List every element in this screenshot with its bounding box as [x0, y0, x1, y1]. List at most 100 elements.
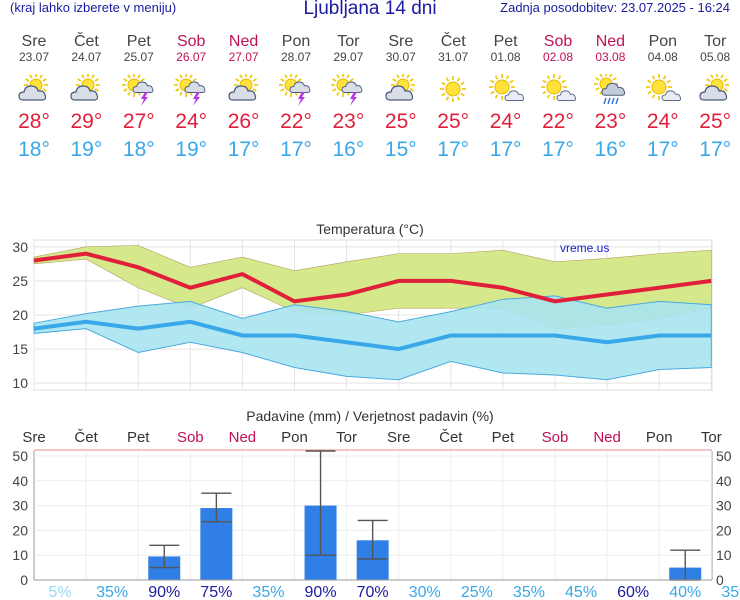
- day-date: 02.08: [542, 50, 574, 64]
- day-date: 31.07: [438, 50, 469, 64]
- precipitation-tick-label-right: 0: [716, 572, 724, 588]
- precipitation-day-label: Sre: [387, 429, 410, 446]
- sun-thunderstorm-icon: [174, 74, 206, 106]
- day-name: Čet: [73, 33, 99, 50]
- precipitation-probability: 90%: [148, 584, 180, 600]
- day-column: Sre 30.07 25° 15°: [375, 34, 427, 162]
- day-column: Ned 27.07 26° 17°: [218, 34, 270, 162]
- day-date: 29.07: [333, 50, 364, 64]
- day-column: Pon 28.07 22° 17°: [270, 34, 322, 162]
- day-date: 25.07: [123, 50, 154, 64]
- day-name: Pet: [493, 33, 518, 50]
- precipitation-tick-label: 50: [12, 448, 28, 464]
- min-temperature-band: [33, 295, 712, 381]
- max-temperature: 25°: [437, 110, 470, 133]
- max-temperature: 23°: [594, 110, 627, 133]
- temperature-chart-title: Temperatura (°C): [316, 221, 424, 237]
- day-name: Sob: [543, 33, 573, 50]
- day-column: Pet 01.08 24° 17°: [480, 34, 532, 162]
- max-temperature: 25°: [699, 110, 732, 133]
- day-name: Tor: [704, 33, 727, 50]
- precipitation-probability: 35%: [96, 584, 128, 600]
- min-temperature: 17°: [699, 138, 732, 161]
- max-temperature: 23°: [332, 110, 365, 133]
- min-temperature: 17°: [227, 138, 260, 161]
- precipitation-day-label: Tor: [336, 429, 357, 446]
- precipitation-day-label: Sre: [22, 429, 45, 446]
- precipitation-day-label: Čet: [74, 429, 98, 446]
- min-temperature: 19°: [70, 138, 103, 161]
- max-temperature-line: [33, 251, 712, 304]
- daily-forecast-strip: Sre 23.07 28° 18° Čet 24.07 29° 19° Pet 25.07 27° 1…: [0, 34, 740, 174]
- sun-thunderstorm-icon: [279, 74, 311, 106]
- precipitation-day-label: Sob: [542, 429, 569, 446]
- max-temperature: 24°: [489, 110, 522, 133]
- day-date: 01.08: [490, 50, 521, 64]
- day-date: 27.07: [228, 50, 259, 64]
- max-temperature: 28°: [18, 110, 50, 133]
- precipitation-probability: 35%: [513, 584, 545, 600]
- max-temperature: 29°: [70, 110, 103, 133]
- partly-cloudy-icon: [699, 74, 730, 101]
- min-temperature: 18°: [18, 138, 50, 161]
- precipitation-day-label: Pon: [646, 429, 673, 446]
- sun-rain-icon: [594, 74, 626, 105]
- sunny-icon: [440, 76, 467, 102]
- max-temperature: 22°: [280, 110, 312, 133]
- partly-cloudy-icon: [385, 74, 415, 101]
- precipitation-day-label: Tor: [701, 429, 722, 446]
- day-column: Tor 05.08 25° 17°: [689, 34, 740, 162]
- precipitation-tick-label-right: 50: [716, 448, 732, 464]
- temperature-tick-label: 30: [12, 239, 28, 255]
- day-name: Tor: [337, 33, 360, 50]
- last-updated: Zadnja posodobitev: 23.07.2025 - 16:24: [500, 0, 730, 15]
- min-temperature: 17°: [280, 138, 312, 161]
- day-name: Ned: [595, 33, 626, 50]
- day-column: Sob 02.08 22° 17°: [532, 34, 584, 162]
- min-temperature: 17°: [542, 138, 574, 161]
- precipitation-probability: 60%: [617, 584, 649, 600]
- precipitation-day-label: Čet: [439, 429, 463, 446]
- day-name: Pet: [126, 33, 151, 50]
- location-menu-hint[interactable]: (kraj lahko izberete v meniju): [10, 0, 177, 15]
- min-temperature: 18°: [122, 138, 155, 161]
- precipitation-probability: 35%: [721, 584, 740, 600]
- partly-cloudy-icon: [227, 74, 258, 101]
- day-date: 03.08: [595, 50, 626, 64]
- precipitation-day-label: Pet: [127, 429, 150, 446]
- min-temperature: 16°: [594, 138, 627, 161]
- precipitation-probability: 45%: [565, 584, 597, 600]
- max-temperature: 24°: [175, 110, 208, 133]
- precipitation-day-label: Ned: [593, 429, 621, 446]
- day-name: Ned: [228, 33, 259, 50]
- min-temperature: 17°: [646, 138, 679, 161]
- precipitation-probability: 40%: [669, 584, 701, 600]
- precipitation-probability: 90%: [305, 584, 337, 600]
- day-name: Pon: [648, 33, 678, 50]
- day-column: Pon 04.08 24° 17°: [637, 34, 689, 162]
- day-date: 28.07: [280, 50, 312, 64]
- sun-thunderstorm-icon: [331, 74, 363, 106]
- max-temperature: 22°: [542, 110, 574, 133]
- min-temperature: 15°: [384, 138, 417, 161]
- day-date: 26.07: [176, 50, 207, 64]
- day-name: Sre: [21, 33, 47, 50]
- precipitation-tick-label-right: 30: [716, 498, 732, 514]
- sun-thunderstorm-icon: [121, 74, 154, 106]
- precipitation-day-label: Pet: [492, 429, 515, 446]
- precipitation-probability: 75%: [200, 584, 232, 600]
- day-date: 04.08: [647, 50, 678, 64]
- temperature-tick-label: 15: [12, 341, 28, 357]
- precipitation-day-label: Ned: [229, 429, 257, 446]
- day-column: Čet 24.07 29° 19°: [60, 34, 112, 162]
- precipitation-day-label: Pon: [281, 429, 308, 446]
- precipitation-probability: 5%: [48, 584, 71, 600]
- day-column: Čet 31.07 25° 17°: [427, 34, 479, 162]
- precipitation-tick-label: 0: [20, 572, 28, 588]
- max-temperature: 24°: [646, 110, 679, 133]
- day-date: 24.07: [71, 50, 102, 64]
- min-temperature: 19°: [175, 138, 208, 161]
- precipitation-tick-label: 40: [12, 473, 28, 489]
- mostly-sunny-icon: [645, 74, 681, 102]
- day-name: Čet: [440, 33, 466, 50]
